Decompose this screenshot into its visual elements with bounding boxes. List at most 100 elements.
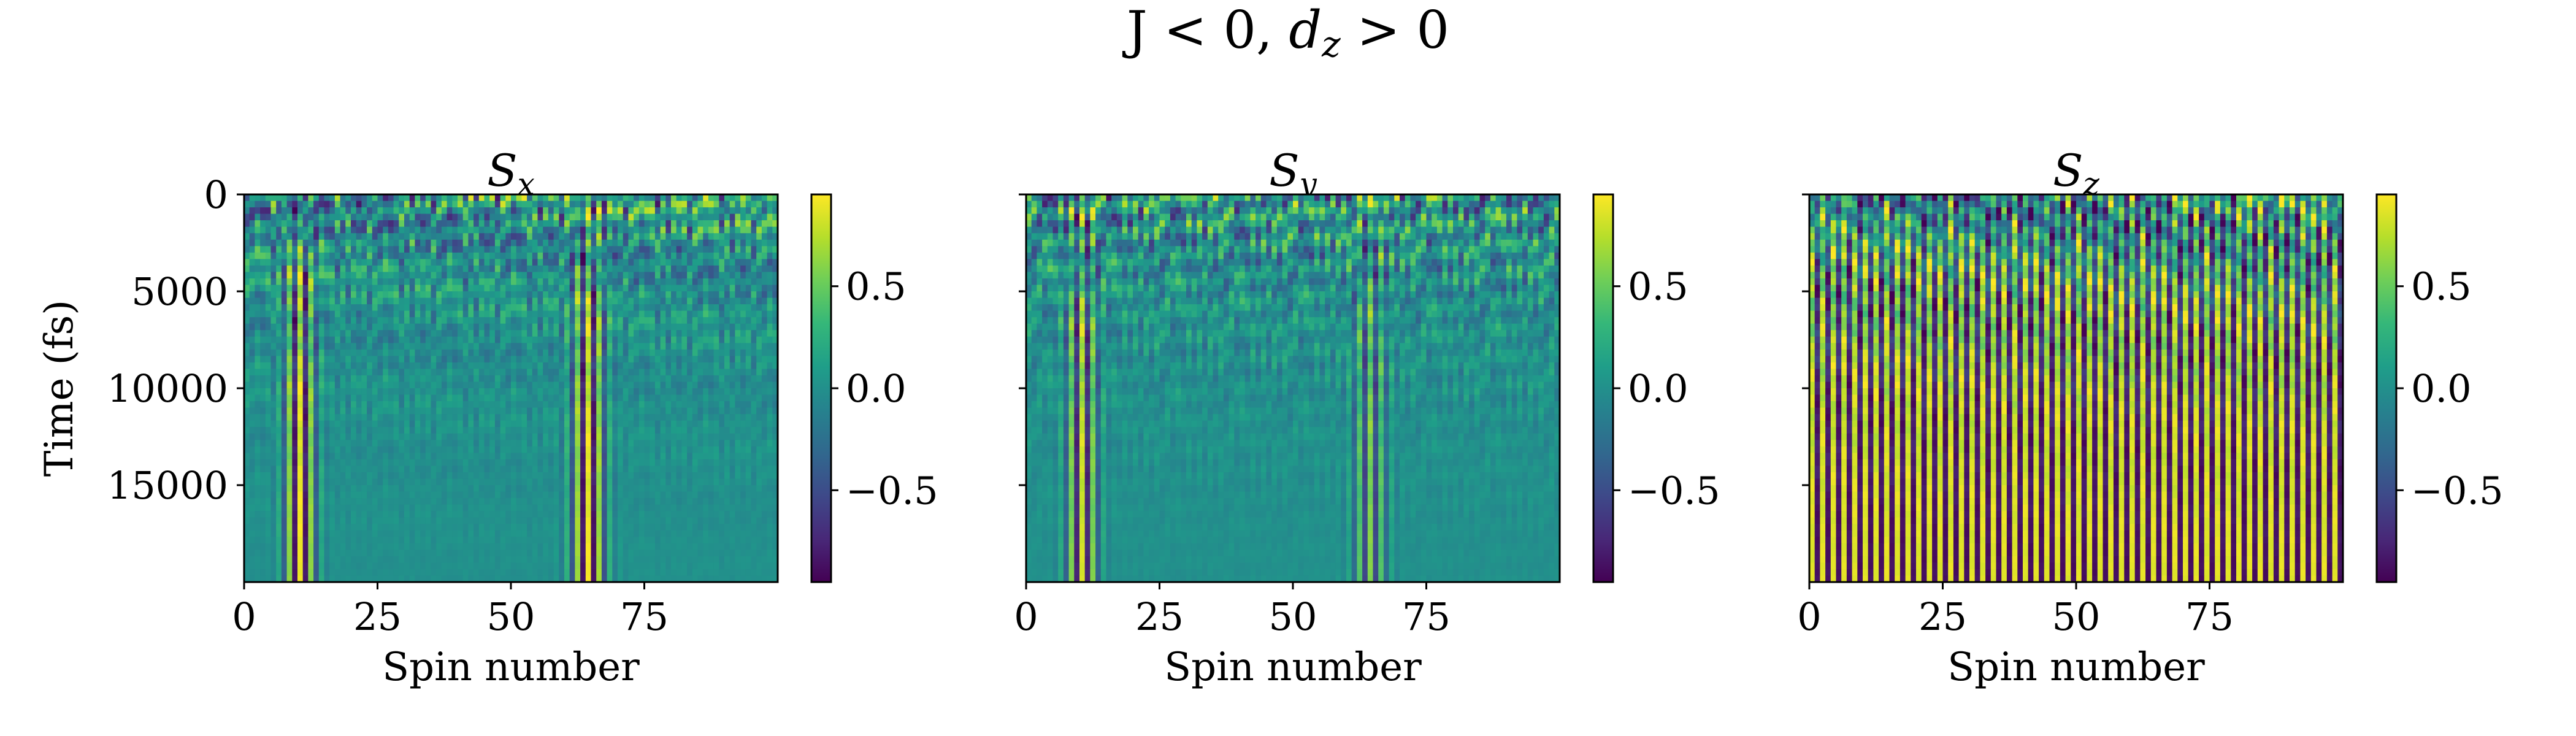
heatmap-cell [244, 207, 250, 215]
heatmap-cell [665, 420, 672, 427]
heatmap-cell [772, 349, 778, 356]
heatmap-cell [345, 233, 351, 240]
heatmap-cell [650, 491, 656, 499]
heatmap-cell [703, 246, 709, 253]
heatmap-cell [436, 207, 442, 215]
heatmap-cell [260, 466, 266, 473]
heatmap-cell [281, 466, 288, 473]
heatmap-cell [687, 369, 693, 376]
heatmap-cell [650, 356, 656, 363]
figure-title-post: > 0 [1341, 0, 1449, 60]
heatmap-cell [292, 440, 298, 447]
heatmap-cell [735, 304, 741, 312]
heatmap-cell [489, 401, 496, 408]
heatmap-cell [521, 226, 527, 234]
heatmap-cell [623, 278, 629, 286]
heatmap-cell [516, 330, 522, 337]
heatmap-cell [399, 207, 405, 215]
heatmap-cell [612, 304, 618, 312]
heatmap-cell [681, 330, 688, 337]
heatmap-cell [265, 330, 272, 337]
heatmap-cell [628, 427, 634, 434]
heatmap-cell [650, 265, 656, 272]
heatmap-cell [601, 220, 608, 228]
heatmap-cell [420, 278, 426, 286]
heatmap-cell [244, 259, 250, 266]
heatmap-cell [740, 401, 746, 408]
heatmap-cell [687, 491, 693, 499]
heatmap-cell [489, 201, 496, 208]
heatmap-cell [591, 356, 597, 363]
heatmap-cell [447, 498, 453, 505]
heatmap-cell [713, 304, 719, 312]
heatmap-cell [367, 317, 373, 324]
heatmap-cell [660, 285, 666, 292]
heatmap-cell [361, 427, 367, 434]
heatmap-cell [340, 472, 346, 480]
heatmap-cell [372, 252, 378, 259]
heatmap-cell [404, 323, 410, 331]
heatmap-cell [585, 375, 592, 383]
heatmap-cell [367, 310, 373, 318]
heatmap-cell [692, 401, 699, 408]
heatmap-cell [719, 310, 725, 318]
heatmap-cell [580, 265, 586, 272]
heatmap-cell [527, 297, 533, 305]
heatmap-cell [500, 213, 506, 221]
heatmap-cell [286, 394, 293, 402]
heatmap-cell [740, 226, 746, 234]
heatmap-cell [260, 297, 266, 305]
heatmap-cell [249, 407, 255, 415]
heatmap-cell [415, 278, 421, 286]
heatmap-cell [500, 491, 506, 499]
heatmap-cell [692, 259, 699, 266]
heatmap-cell [415, 394, 421, 402]
heatmap-cell [500, 401, 506, 408]
heatmap-cell [644, 213, 650, 221]
heatmap-cell [447, 259, 453, 266]
heatmap-cell [340, 459, 346, 466]
heatmap-cell [585, 356, 592, 363]
heatmap-cell [318, 213, 325, 221]
heatmap-cell [521, 194, 527, 202]
heatmap-cell [559, 297, 565, 305]
heatmap-cell [415, 420, 421, 427]
heatmap-cell [436, 285, 442, 292]
heatmap-cell [729, 239, 735, 247]
heatmap-cell [329, 381, 335, 389]
heatmap-cell [767, 323, 773, 331]
heatmap-cell [404, 498, 410, 505]
heatmap-cell [281, 356, 288, 363]
heatmap-cell [292, 427, 298, 434]
heatmap-cell [447, 440, 453, 447]
heatmap-cell [681, 323, 688, 331]
heatmap-cell [650, 401, 656, 408]
heatmap-cell [628, 272, 634, 279]
heatmap-cell [478, 252, 485, 259]
heatmap-cell [580, 504, 586, 512]
figure-title-pre: J < 0, [1122, 0, 1289, 60]
heatmap-cell [281, 433, 288, 440]
heatmap-cell [559, 394, 565, 402]
heatmap-cell [484, 213, 490, 221]
heatmap-cell [313, 265, 320, 272]
heatmap-cell [729, 297, 735, 305]
heatmap-cell [654, 420, 661, 427]
heatmap-cell [345, 252, 351, 259]
heatmap-cell [308, 498, 314, 505]
heatmap-cell [751, 478, 757, 486]
heatmap-cell [654, 291, 661, 299]
heatmap-cell [473, 446, 480, 453]
heatmap-cell [452, 317, 458, 324]
heatmap-cell [484, 427, 490, 434]
heatmap-cell [302, 304, 309, 312]
heatmap-cell [313, 369, 320, 376]
heatmap-cell [671, 297, 677, 305]
heatmap-cell [281, 233, 288, 240]
heatmap-cell [575, 427, 581, 434]
heatmap-cell [601, 310, 608, 318]
heatmap-cell [708, 323, 715, 331]
heatmap-cell [452, 259, 458, 266]
heatmap-cell [559, 485, 565, 493]
heatmap-cell [276, 220, 282, 228]
